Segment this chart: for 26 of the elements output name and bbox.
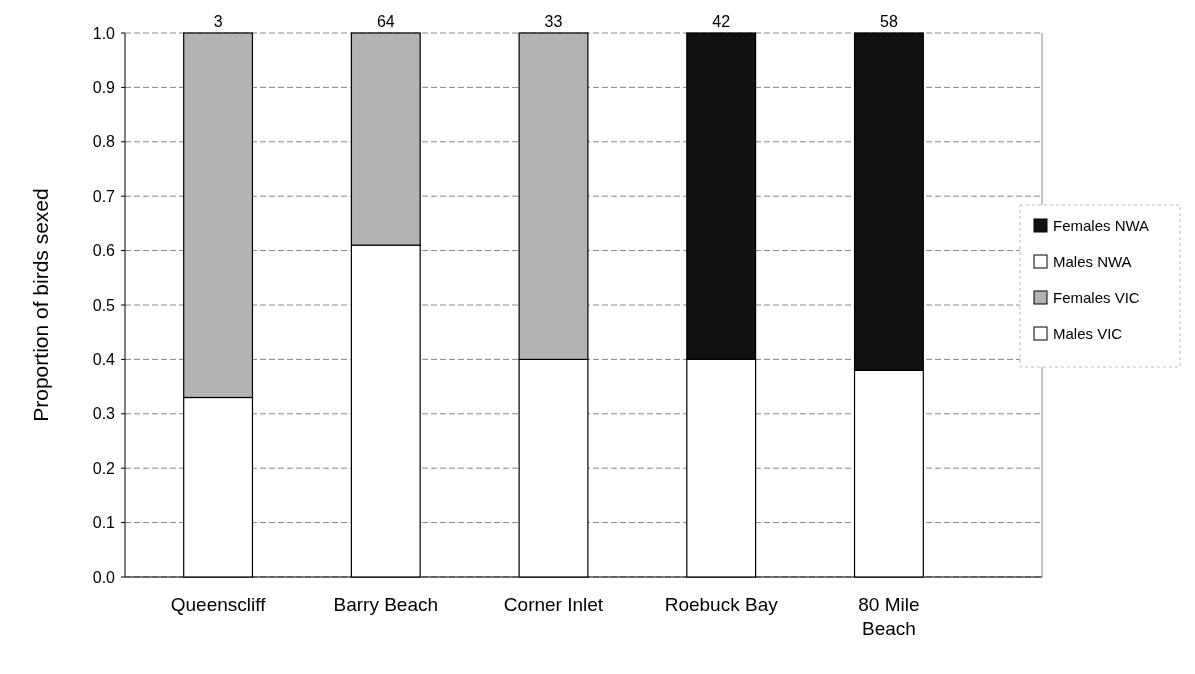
- y-tick-label: 0.8: [92, 133, 116, 151]
- x-tick-label: Corner Inlet: [503, 594, 604, 615]
- y-tick-label: 0.2: [92, 459, 116, 477]
- annotation: 3: [213, 13, 223, 30]
- y-tick-label: 1.0: [92, 24, 116, 42]
- legend-label: Males NWA: [1053, 253, 1132, 271]
- legend-label: Females NWA: [1053, 217, 1150, 235]
- y-tick-label: 0.1: [92, 514, 116, 532]
- legend-label: Females VIC: [1053, 289, 1140, 307]
- y-axis-title: Proportion of birds sexed: [29, 188, 52, 422]
- y-tick-label: 0.9: [92, 79, 116, 96]
- annotation: 42: [712, 13, 731, 30]
- annotation: 64: [376, 13, 395, 30]
- y-tick-label: 0.5: [92, 296, 116, 314]
- x-tick-label: Barry Beach: [333, 594, 439, 615]
- y-tick-label: 0.0: [92, 568, 116, 586]
- annotation: 33: [544, 13, 563, 30]
- y-tick-label: 0.7: [92, 187, 116, 205]
- x-tick-label: Queenscliff: [170, 594, 267, 615]
- annotation: 58: [880, 13, 898, 30]
- x-tick-label: Roebuck Bay: [664, 594, 779, 615]
- y-tick-label: 0.6: [92, 242, 116, 260]
- legend-label: Males VIC: [1053, 325, 1123, 343]
- y-tick-label: 0.4: [92, 351, 116, 368]
- y-tick-label: 0.3: [92, 405, 116, 423]
- x-tick-label: 80 Mile Beach: [858, 594, 920, 639]
